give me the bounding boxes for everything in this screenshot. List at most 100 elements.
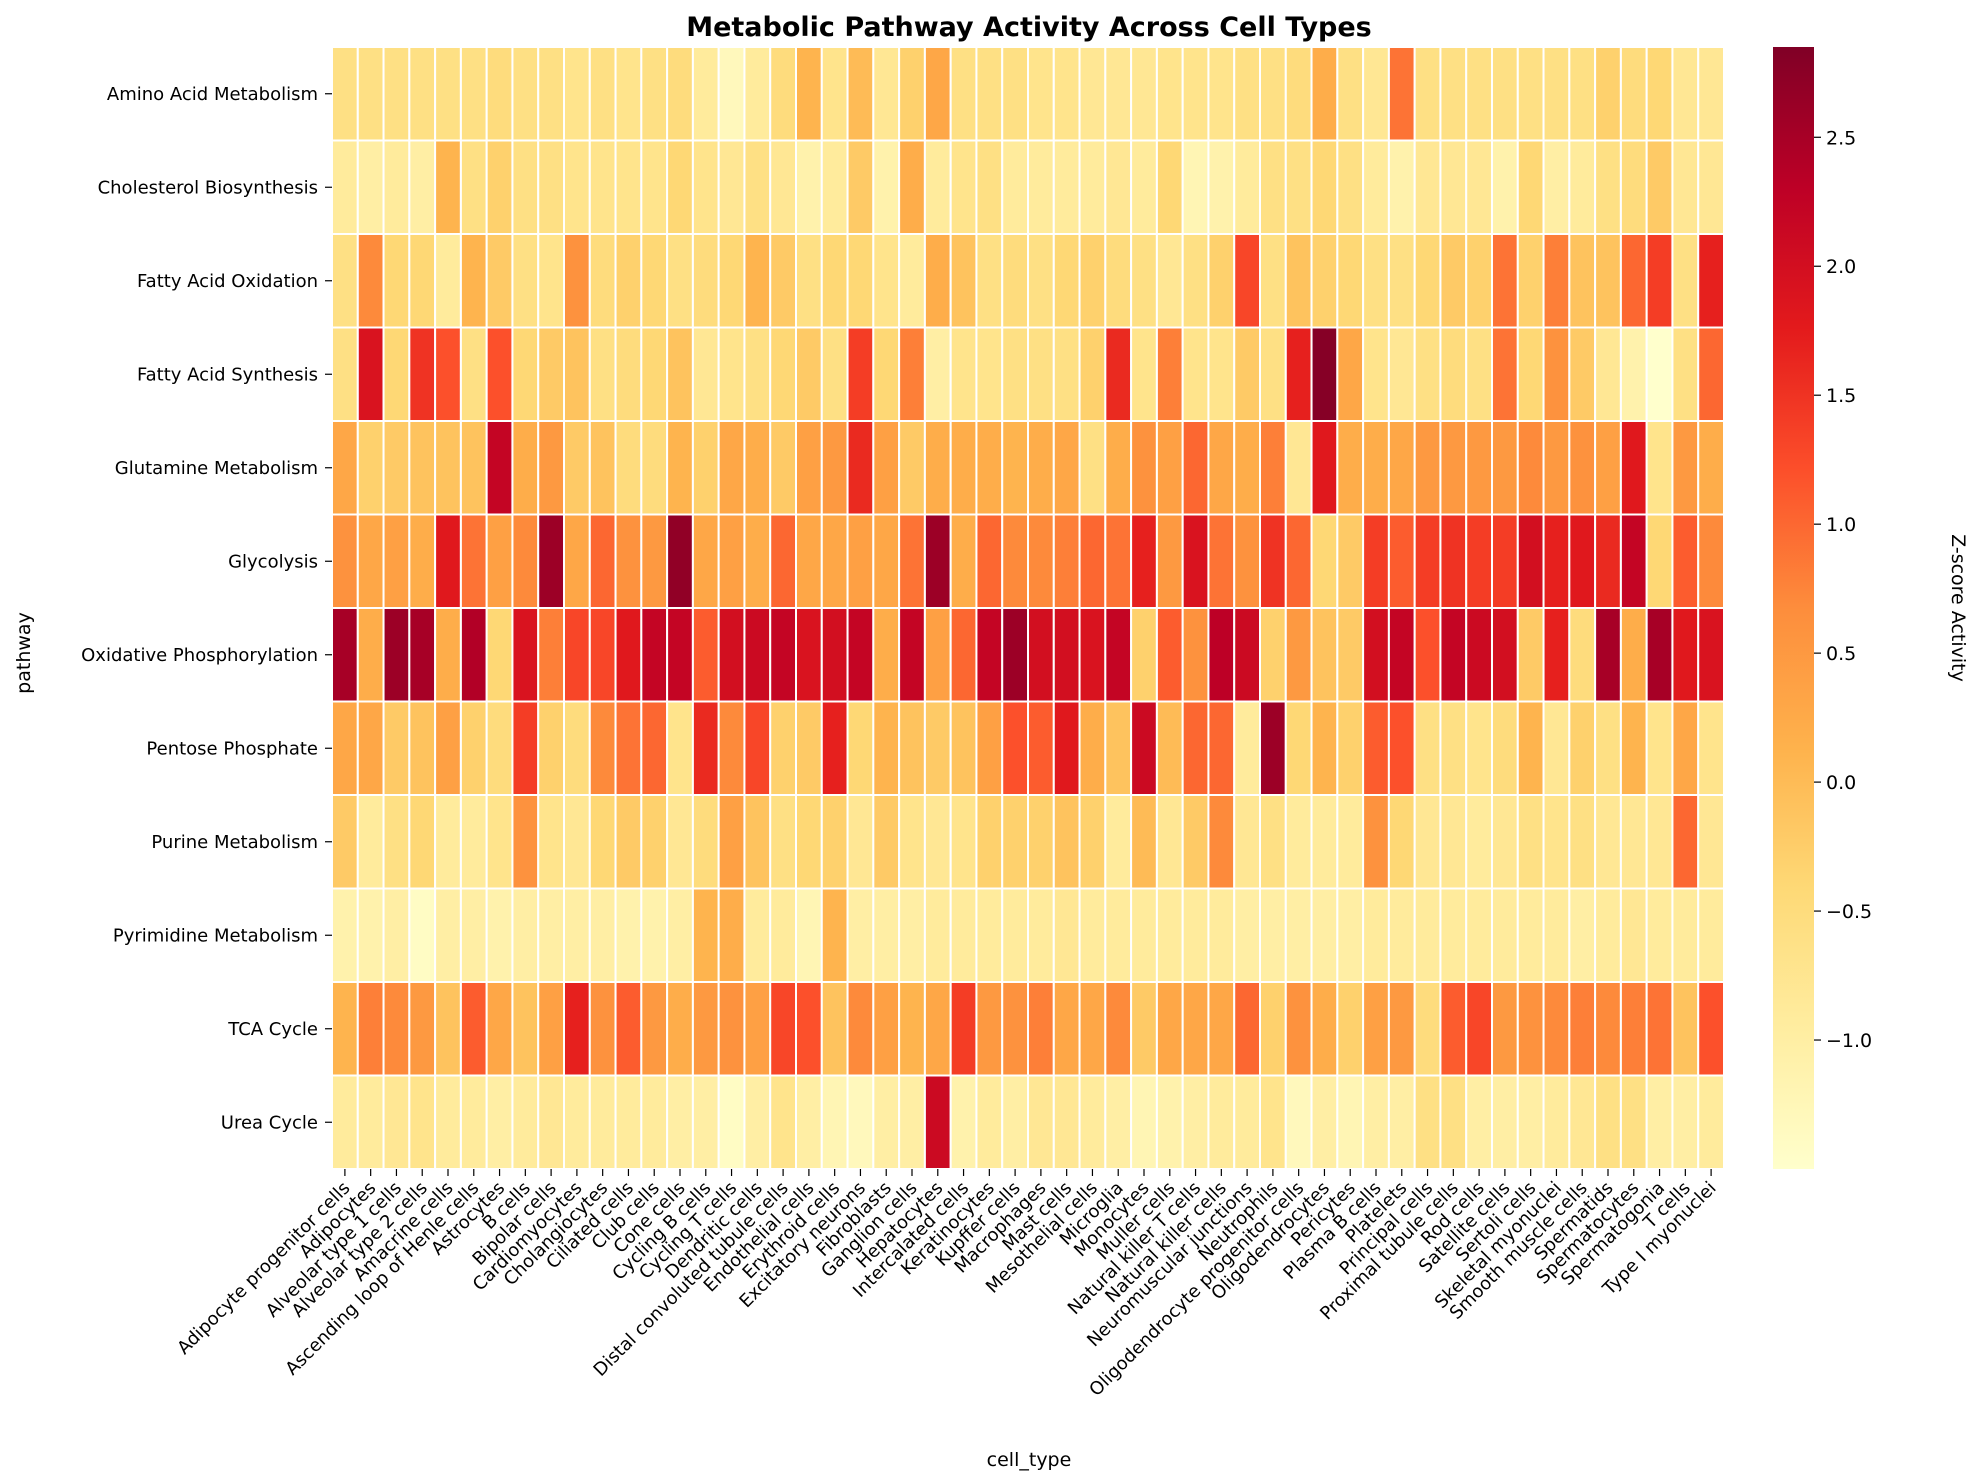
heatmap-cell	[1697, 139, 1725, 235]
heatmap-cell	[1052, 794, 1081, 890]
heatmap-cell	[1001, 233, 1029, 329]
y-tick-label: Fatty Acid Oxidation	[137, 271, 318, 292]
heatmap-cell	[1181, 326, 1210, 422]
heatmap-cell	[511, 139, 540, 235]
heatmap-cell	[1078, 420, 1107, 516]
heatmap-cell	[1645, 233, 1674, 329]
heatmap-cell	[1387, 981, 1416, 1077]
heatmap-cell	[1439, 607, 1468, 703]
heatmap-cell	[769, 887, 797, 983]
heatmap-cell	[743, 700, 772, 796]
heatmap-cell	[408, 700, 437, 796]
heatmap-cell	[1491, 887, 1519, 983]
colorbar-tick-label: 1.0	[1826, 514, 1856, 536]
heatmap-cell	[511, 700, 540, 796]
heatmap-cell	[1594, 700, 1622, 796]
heatmap-cell	[1568, 326, 1597, 422]
heatmap-cell	[356, 700, 385, 796]
heatmap-cell	[1233, 794, 1261, 890]
heatmap-cell	[1207, 233, 1236, 329]
heatmap-cell	[1259, 513, 1287, 609]
heatmap-cell	[872, 233, 901, 329]
heatmap-cell	[1001, 981, 1029, 1077]
heatmap-cell	[1594, 1074, 1622, 1170]
heatmap-cell	[537, 981, 565, 1077]
heatmap-cell	[588, 326, 617, 422]
heatmap-cell	[795, 420, 823, 516]
heatmap-cell	[640, 607, 669, 703]
colorbar-tick-label: 0.5	[1826, 643, 1856, 665]
heatmap-cell	[1568, 46, 1597, 142]
heatmap-cell	[1671, 607, 1700, 703]
heatmap-cell	[1362, 513, 1390, 609]
heatmap-cell	[1362, 233, 1390, 329]
heatmap-cell	[1697, 700, 1725, 796]
heatmap-cell	[356, 326, 385, 422]
chart-title: Metabolic Pathway Activity Across Cell T…	[686, 12, 1372, 43]
heatmap-cell	[588, 607, 617, 703]
heatmap-cell	[743, 139, 772, 235]
heatmap-cell	[1568, 139, 1597, 235]
heatmap-cell	[1387, 700, 1416, 796]
y-tick-label: Cholesterol Biosynthesis	[98, 177, 318, 198]
heatmap-cell	[563, 607, 591, 703]
heatmap-cell	[408, 1074, 437, 1170]
heatmap-cell	[820, 981, 849, 1077]
heatmap-cell	[1104, 981, 1133, 1077]
heatmap-cell	[743, 513, 772, 609]
heatmap-cell	[1259, 233, 1287, 329]
heatmap-cell	[975, 887, 1004, 983]
heatmap-cell	[1491, 1074, 1519, 1170]
heatmap-cell	[1181, 513, 1210, 609]
heatmap-cell	[691, 326, 720, 422]
heatmap-cell	[1104, 1074, 1133, 1170]
heatmap-cell	[1387, 139, 1416, 235]
heatmap-cell	[949, 794, 978, 890]
heatmap-cell	[511, 233, 540, 329]
heatmap-cell	[769, 46, 797, 142]
heatmap-cell	[769, 607, 797, 703]
heatmap-cell	[1516, 233, 1545, 329]
heatmap-cell	[1439, 700, 1468, 796]
heatmap-cell	[872, 326, 901, 422]
heatmap-cell	[640, 981, 669, 1077]
heatmap-cell	[1516, 513, 1545, 609]
heatmap-cell	[1671, 887, 1700, 983]
heatmap-cell	[666, 607, 694, 703]
heatmap-cell	[382, 794, 411, 890]
heatmap-cell	[1207, 607, 1236, 703]
heatmap-cell	[1284, 46, 1313, 142]
heatmap-cell	[1284, 420, 1313, 516]
y-tick-label: Urea Cycle	[221, 1112, 318, 1133]
heatmap-cell	[408, 139, 437, 235]
heatmap-cell	[717, 46, 746, 142]
heatmap-cell	[434, 139, 462, 235]
heatmap-cell	[691, 887, 720, 983]
y-tick-label: Fatty Acid Synthesis	[137, 364, 318, 385]
heatmap-cell	[1491, 139, 1519, 235]
heatmap-cell	[1130, 46, 1158, 142]
heatmap-cell	[331, 794, 359, 890]
heatmap-cell	[1542, 46, 1571, 142]
heatmap-cell	[1130, 794, 1158, 890]
heatmap-cell	[614, 46, 643, 142]
heatmap-cell	[1233, 46, 1261, 142]
heatmap-cell	[666, 326, 694, 422]
heatmap-cell	[769, 233, 797, 329]
heatmap-cell	[769, 981, 797, 1077]
heatmap-cell	[923, 233, 952, 329]
heatmap-cell	[1155, 794, 1184, 890]
heatmap-cell	[1336, 887, 1365, 983]
heatmap-cell	[563, 981, 591, 1077]
heatmap-cell	[872, 46, 901, 142]
heatmap-cell	[511, 46, 540, 142]
heatmap-cell	[563, 700, 591, 796]
heatmap-cell	[1207, 326, 1236, 422]
heatmap-cell	[1130, 981, 1158, 1077]
heatmap-cell	[1284, 981, 1313, 1077]
heatmap-cell	[898, 233, 926, 329]
heatmap-cell	[1233, 326, 1261, 422]
heatmap-cell	[820, 887, 849, 983]
heatmap-cell	[1413, 607, 1442, 703]
heatmap-cell	[1568, 887, 1597, 983]
